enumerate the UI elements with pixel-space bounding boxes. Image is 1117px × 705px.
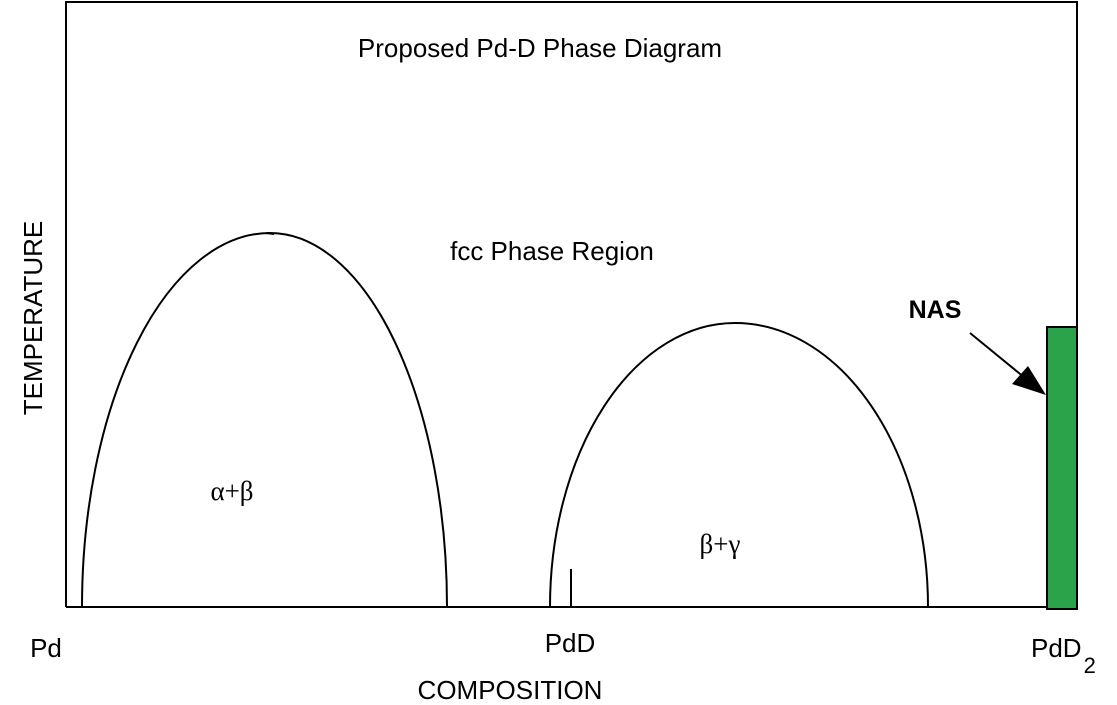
- x-label: PdD: [545, 628, 596, 658]
- region-label: fcc Phase Region: [450, 236, 654, 266]
- nas-bar: [1046, 326, 1078, 610]
- y-axis-title: TEMPERATURE: [18, 221, 48, 416]
- arrow-head: [1012, 366, 1046, 395]
- label-subscript: 2: [1084, 653, 1096, 678]
- x-label: PdD2: [1031, 633, 1096, 678]
- frame: [65, 1, 1078, 607]
- nas-arrow: [969, 332, 1026, 379]
- title: Proposed Pd-D Phase Diagram: [358, 33, 722, 63]
- region-label: α+β: [210, 476, 253, 506]
- dome-tick: [265, 232, 275, 235]
- annotation: NAS: [909, 296, 962, 324]
- region-label: β+γ: [700, 529, 741, 559]
- x-label: Pd: [30, 633, 62, 663]
- label-base: PdD: [1031, 633, 1082, 663]
- x-axis-title: COMPOSITION: [418, 675, 603, 705]
- beta-gamma-dome: [549, 321, 929, 608]
- alpha-beta-dome: [81, 231, 448, 608]
